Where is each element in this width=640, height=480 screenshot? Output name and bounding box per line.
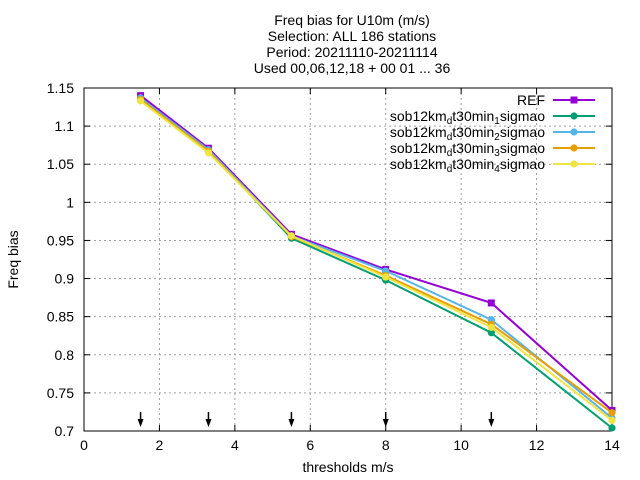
legend-label-part: sob12km — [390, 140, 447, 156]
series — [136, 92, 616, 432]
data-point — [382, 273, 390, 281]
series-line — [139, 100, 613, 422]
legend: REFsob12kmdt30min1sigmaosob12kmdt30min2s… — [390, 92, 595, 175]
legend-swatch-marker — [570, 128, 578, 136]
data-point — [136, 97, 145, 105]
data-point — [204, 149, 213, 157]
y-tick-label: 0.7 — [55, 423, 75, 439]
series-line — [139, 97, 613, 419]
legend-label: sob12kmdt30min4sigmao — [390, 156, 545, 175]
x-tick-label: 8 — [382, 437, 390, 453]
y-tick-label: 1 — [66, 194, 74, 210]
legend-label: sob12kmdt30min2sigmao — [390, 124, 545, 143]
legend-label-part: sigmao — [500, 108, 545, 124]
x-tick-label: 0 — [80, 437, 88, 453]
series-line — [139, 94, 613, 412]
legend-label-part: 1 — [494, 116, 500, 127]
legend-label-part: 3 — [494, 148, 500, 159]
legend-entry: sob12kmdt30min1sigmao — [390, 108, 595, 127]
legend-label: REF — [517, 92, 545, 108]
threshold-arrow-head — [382, 419, 389, 427]
title-line-4: Used 00,06,12,18 + 00 01 ... 36 — [254, 60, 451, 76]
threshold-arrow-head — [288, 419, 295, 427]
y-tick-label: 0.9 — [55, 271, 75, 287]
legend-label-part: sigmao — [500, 124, 545, 140]
legend-swatch-marker — [570, 144, 578, 152]
x-tick-label: 12 — [529, 437, 545, 453]
threshold-arrow — [137, 412, 144, 427]
legend-label-part: d — [447, 148, 453, 159]
y-tick-label: 0.75 — [47, 385, 74, 401]
x-tick-label: 14 — [604, 437, 620, 453]
legend-swatch-marker — [570, 112, 578, 120]
data-point — [487, 323, 495, 331]
legend-label-part: t30min — [452, 140, 494, 156]
y-axis-label: Freq bias — [5, 230, 21, 288]
legend-label: sob12kmdt30min1sigmao — [390, 108, 545, 127]
legend-swatch-marker — [570, 160, 578, 168]
legend-swatch-marker — [570, 96, 578, 104]
legend-label-part: t30min — [452, 108, 494, 124]
legend-label-part: d — [447, 132, 453, 143]
series-5 — [136, 97, 616, 424]
legend-label-part: sob12km — [390, 124, 447, 140]
threshold-arrow-head — [205, 419, 212, 427]
legend-label-part: 4 — [494, 164, 500, 175]
legend-label-part: d — [447, 164, 453, 175]
x-axis-label: thresholds m/s — [302, 459, 393, 475]
legend-label-part: d — [447, 116, 453, 127]
x-axis-ticks: 0 2 4 6 8 10 12 14 — [80, 88, 620, 453]
x-tick-label: 4 — [231, 437, 239, 453]
threshold-arrow — [288, 412, 295, 427]
threshold-arrow — [382, 412, 389, 427]
title-line-1: Freq bias for U10m (m/s) — [274, 12, 430, 28]
data-point — [608, 409, 616, 417]
x-tick-label: 2 — [156, 437, 164, 453]
title-line-3: Period: 20211110-20211114 — [266, 44, 437, 60]
threshold-arrow — [205, 412, 212, 427]
legend-entry: REF — [517, 92, 595, 108]
y-tick-label: 0.85 — [47, 309, 74, 325]
legend-label-part: sob12km — [390, 108, 447, 124]
threshold-arrows — [137, 412, 495, 427]
legend-label-part: sob12km — [390, 156, 447, 172]
y-tick-label: 1.05 — [47, 156, 74, 172]
data-point — [608, 416, 616, 424]
y-tick-label: 1.15 — [47, 80, 74, 96]
legend-entry: sob12kmdt30min3sigmao — [390, 140, 595, 159]
x-tick-label: 6 — [306, 437, 314, 453]
legend-label-part: 2 — [494, 132, 500, 143]
chart-title: Freq bias for U10m (m/s)Selection: ALL 1… — [254, 12, 451, 76]
legend-label: sob12kmdt30min3sigmao — [390, 140, 545, 159]
legend-label-part: t30min — [452, 124, 494, 140]
threshold-arrow — [488, 412, 495, 427]
threshold-arrow-head — [137, 419, 144, 427]
y-tick-label: 0.95 — [47, 232, 74, 248]
legend-label-part: REF — [517, 92, 545, 108]
y-tick-label: 1.1 — [55, 118, 75, 134]
legend-label-part: sigmao — [500, 140, 545, 156]
plot-frame — [83, 87, 613, 432]
data-point — [487, 329, 495, 337]
x-tick-label: 10 — [453, 437, 469, 453]
legend-label-part: t30min — [452, 156, 494, 172]
legend-entry: sob12kmdt30min4sigmao — [390, 156, 595, 175]
data-point — [487, 299, 495, 307]
threshold-arrow-head — [488, 419, 495, 427]
data-point — [608, 424, 616, 432]
legend-label-part: sigmao — [500, 156, 545, 172]
y-tick-label: 0.8 — [55, 347, 75, 363]
grid — [84, 88, 612, 431]
y-axis-ticks: 0.7 0.75 0.8 0.85 0.9 0.95 1 1.05 1.1 1.15 — [47, 80, 612, 439]
data-point — [287, 232, 296, 240]
title-line-2: Selection: ALL 186 stations — [268, 28, 436, 44]
legend-entry: sob12kmdt30min2sigmao — [390, 124, 595, 143]
